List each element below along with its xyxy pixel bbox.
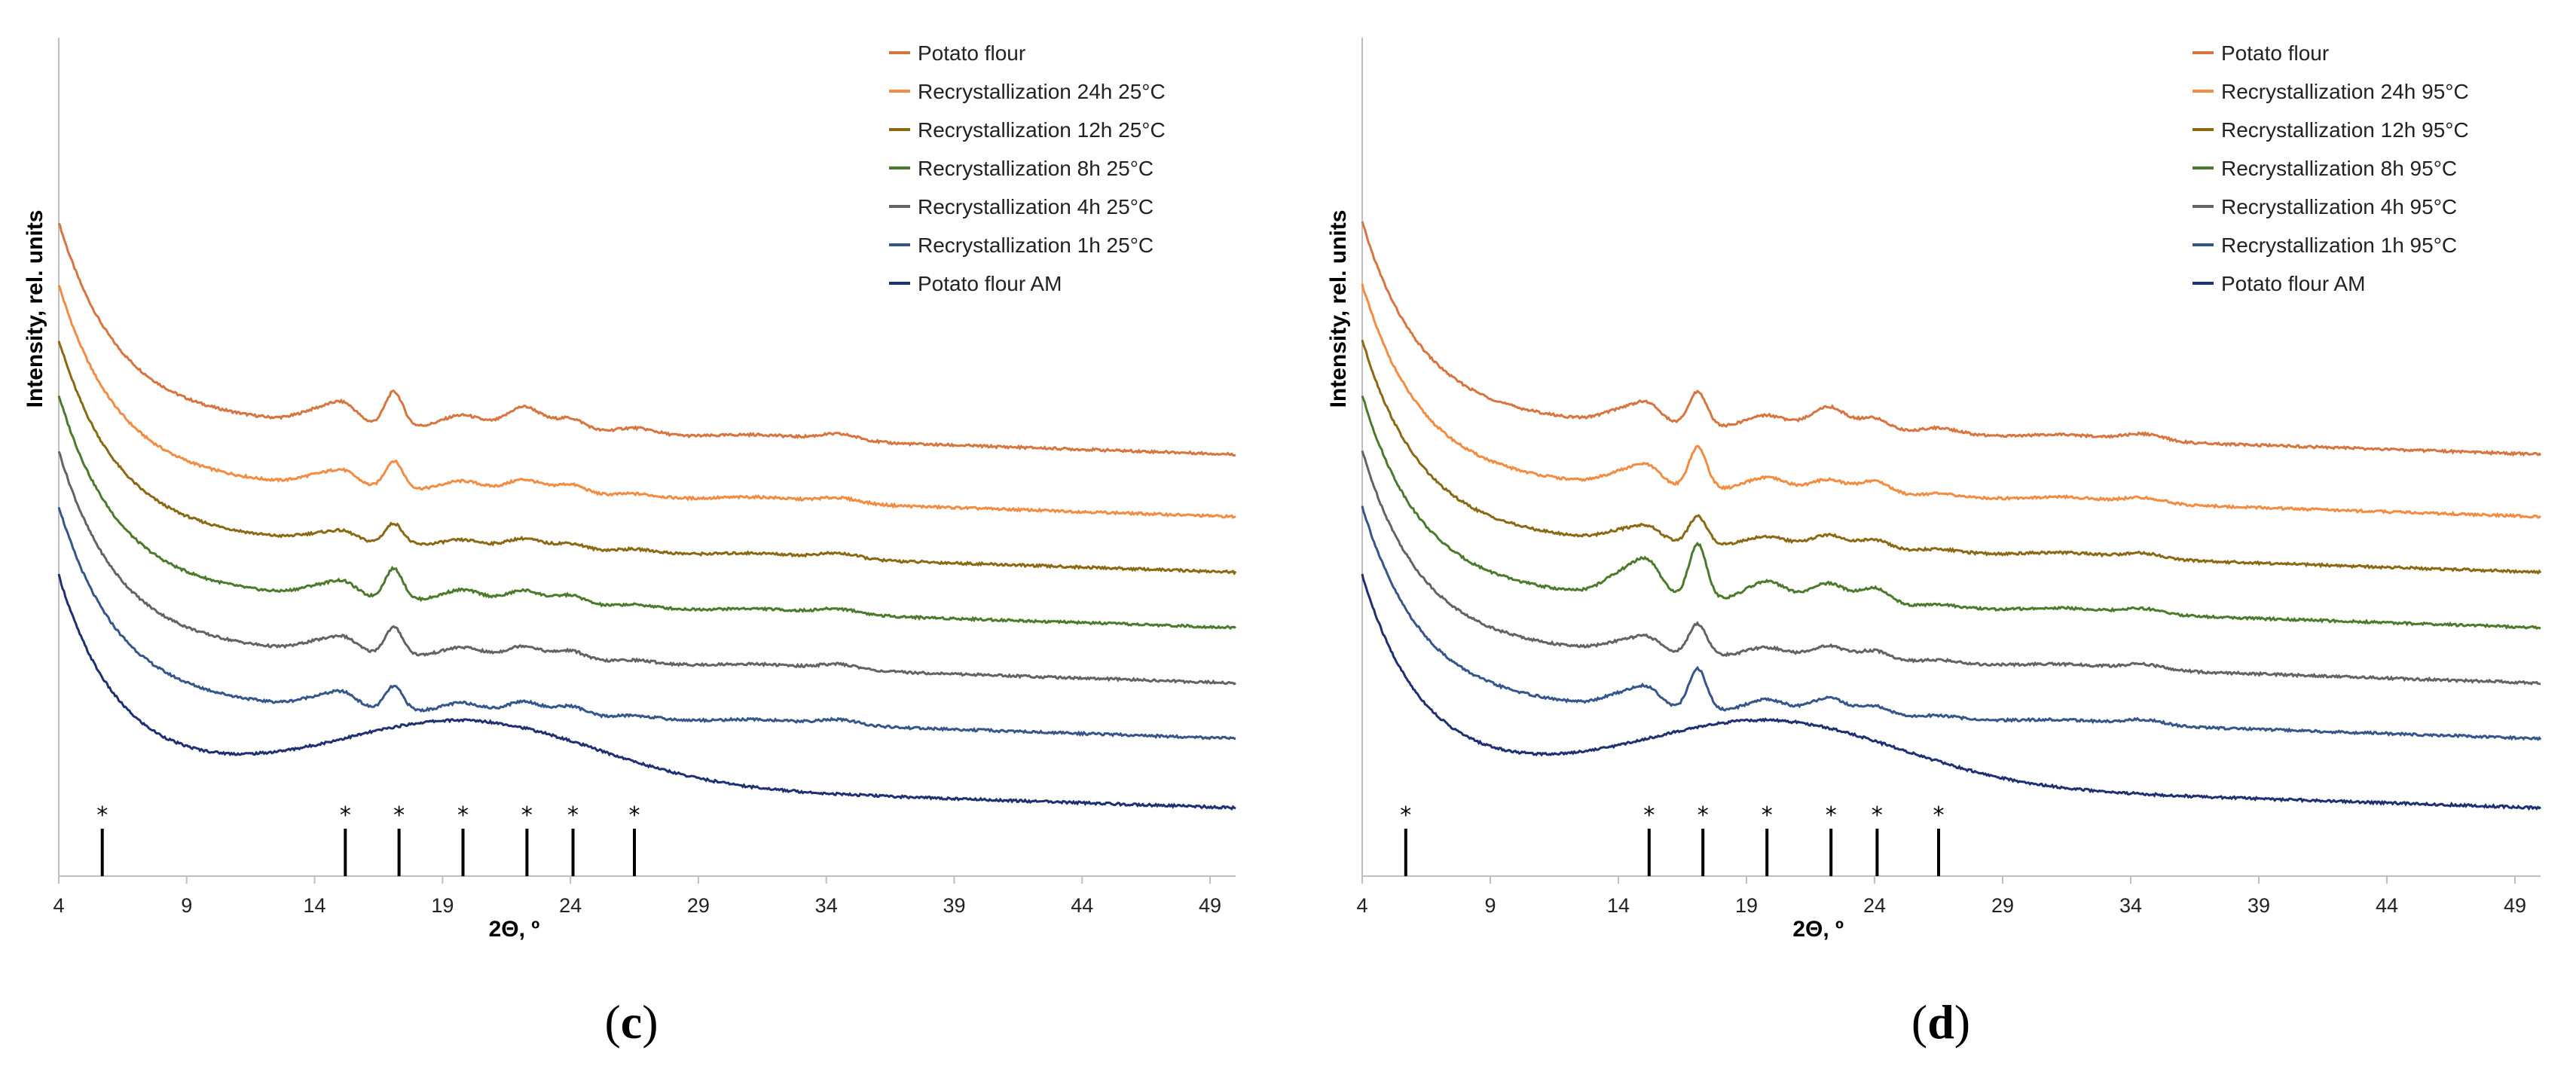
legend-entry: Potato flour AM [918,272,1062,295]
y-axis-title: Intensity, rel. units [1326,210,1351,408]
reflection-marker-star: * [1697,802,1709,829]
legend-entry: Recrystallization 1h 25°C [918,234,1154,257]
reflection-marker-star: * [521,802,533,829]
x-tick-label: 34 [2119,894,2142,917]
x-tick-label: 14 [304,894,326,917]
reflection-marker-star: * [1872,802,1883,829]
legend-entry: Recrystallization 24h 25°C [918,80,1166,103]
reflection-marker-star: * [629,802,640,829]
series-line [1361,339,2542,575]
panel-label-open: ( [1911,995,1927,1049]
series-line [57,506,1236,741]
legend-entry: Recrystallization 8h 25°C [918,157,1154,180]
legend-entry: Potato flour [2221,41,2329,65]
panel-label: (c) [604,995,658,1049]
reflection-marker-star: * [1826,802,1837,829]
series-line [57,285,1236,519]
legend-entry: Recrystallization 12h 25°C [918,118,1166,142]
series-line [57,341,1237,576]
reflection-marker-star: * [1933,802,1945,829]
x-tick-label: 44 [1071,894,1093,917]
x-tick-label: 29 [687,894,710,917]
panel-label-close: ) [642,995,658,1049]
series-line [57,573,1236,811]
legend-entry: Potato flour [918,41,1025,65]
x-tick-label: 19 [1735,894,1758,917]
legend-entry: Recrystallization 1h 95°C [2221,234,2457,257]
x-tick-label: 4 [53,894,64,917]
reflection-marker-star: * [457,802,469,829]
series-line [1361,505,2542,741]
reflection-marker-star: * [567,802,579,829]
panel-label-close: ) [1954,995,1970,1049]
legend-entry: Recrystallization 4h 25°C [918,195,1154,218]
reflection-marker-star: * [1762,802,1773,829]
x-tick-label: 39 [943,894,965,917]
reflection-marker-star: * [96,802,108,829]
reflection-marker-star: * [393,802,405,829]
x-tick-label: 24 [1863,894,1886,917]
x-tick-label: 19 [431,894,454,917]
x-tick-label: 34 [815,894,838,917]
legend-entry: Recrystallization 4h 95°C [2221,195,2457,218]
series-line [57,222,1236,457]
x-axis-title: 2Θ, º [1792,917,1844,942]
series-line [1361,221,2542,457]
x-tick-label: 39 [2248,894,2270,917]
reflection-marker-star: * [340,802,351,829]
x-axis-title: 2Θ, º [489,917,540,942]
legend-entry: Recrystallization 12h 95°C [2221,118,2469,142]
series-line [57,396,1236,631]
series-line [57,450,1236,686]
x-tick-label: 29 [1991,894,2014,917]
y-axis-title: Intensity, rel. units [23,210,47,408]
series-line [1361,450,2541,686]
x-tick-label: 44 [2376,894,2398,917]
x-tick-label: 4 [1356,894,1367,917]
panel-label-letter: c [621,995,642,1049]
legend-entry: Recrystallization 24h 95°C [2221,80,2469,103]
x-tick-label: 9 [1484,894,1496,917]
x-tick-label: 24 [559,894,582,917]
series-line [1361,395,2541,631]
reflection-marker-star: * [1400,802,1411,829]
x-tick-label: 49 [2504,894,2526,917]
panel-label-letter: d [1927,995,1954,1049]
x-tick-label: 49 [1199,894,1221,917]
reflection-marker-star: * [1643,802,1655,829]
legend-entry: Recrystallization 8h 95°C [2221,157,2457,180]
legend-entry: Potato flour AM [2221,272,2365,295]
panel-label: (d) [1911,995,1970,1049]
panel-label-open: ( [604,995,620,1049]
x-tick-label: 9 [181,894,192,917]
x-tick-label: 14 [1607,894,1630,917]
series-line [1361,283,2541,519]
series-line [1361,573,2541,811]
